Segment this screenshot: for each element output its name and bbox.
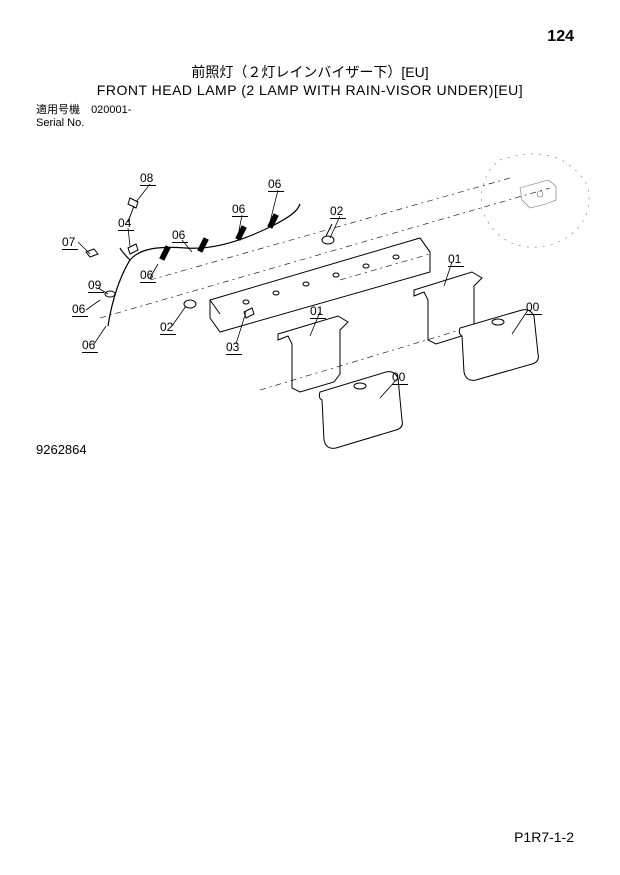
callout-underline [310, 318, 326, 319]
callout-underline [88, 292, 104, 293]
callout-c06e: 06 [72, 302, 85, 316]
callout-underline [268, 191, 284, 192]
callout-c01b: 01 [448, 252, 461, 266]
detail-bracket-icon [481, 154, 589, 247]
wire-harness [108, 204, 300, 326]
callout-underline [232, 216, 248, 217]
leader-lines [78, 184, 528, 398]
callout-c06b: 06 [232, 202, 245, 216]
callout-underline [172, 242, 188, 243]
callout-c06f: 06 [82, 338, 95, 352]
head-lamp-rear [459, 310, 538, 381]
callout-underline [118, 230, 134, 231]
callout-underline [526, 314, 542, 315]
callout-underline [140, 282, 156, 283]
callout-c00a: 00 [392, 370, 405, 384]
callout-c06d: 06 [140, 268, 153, 282]
callout-c09: 09 [88, 278, 101, 292]
footer-code: P1R7-1-2 [514, 829, 574, 845]
callout-c04: 04 [118, 216, 131, 230]
callout-c03: 03 [226, 340, 239, 354]
callout-c08: 08 [140, 171, 153, 185]
callout-underline [330, 218, 346, 219]
callout-c06a: 06 [268, 177, 281, 191]
callout-underline [226, 354, 242, 355]
drawing-number: 9262864 [36, 442, 87, 457]
callout-underline [72, 316, 88, 317]
callout-c06c: 06 [172, 228, 185, 242]
callout-c00b: 00 [526, 300, 539, 314]
callout-underline [62, 249, 78, 250]
callout-c02b: 02 [160, 320, 173, 334]
exploded-diagram [0, 0, 620, 875]
callout-c01a: 01 [310, 304, 323, 318]
callout-underline [82, 352, 98, 353]
callout-c02a: 02 [330, 204, 343, 218]
callout-underline [448, 266, 464, 267]
callout-underline [392, 384, 408, 385]
lamp-bracket-front [278, 316, 348, 392]
callout-underline [160, 334, 176, 335]
callout-c07: 07 [62, 235, 75, 249]
callout-underline [140, 185, 156, 186]
